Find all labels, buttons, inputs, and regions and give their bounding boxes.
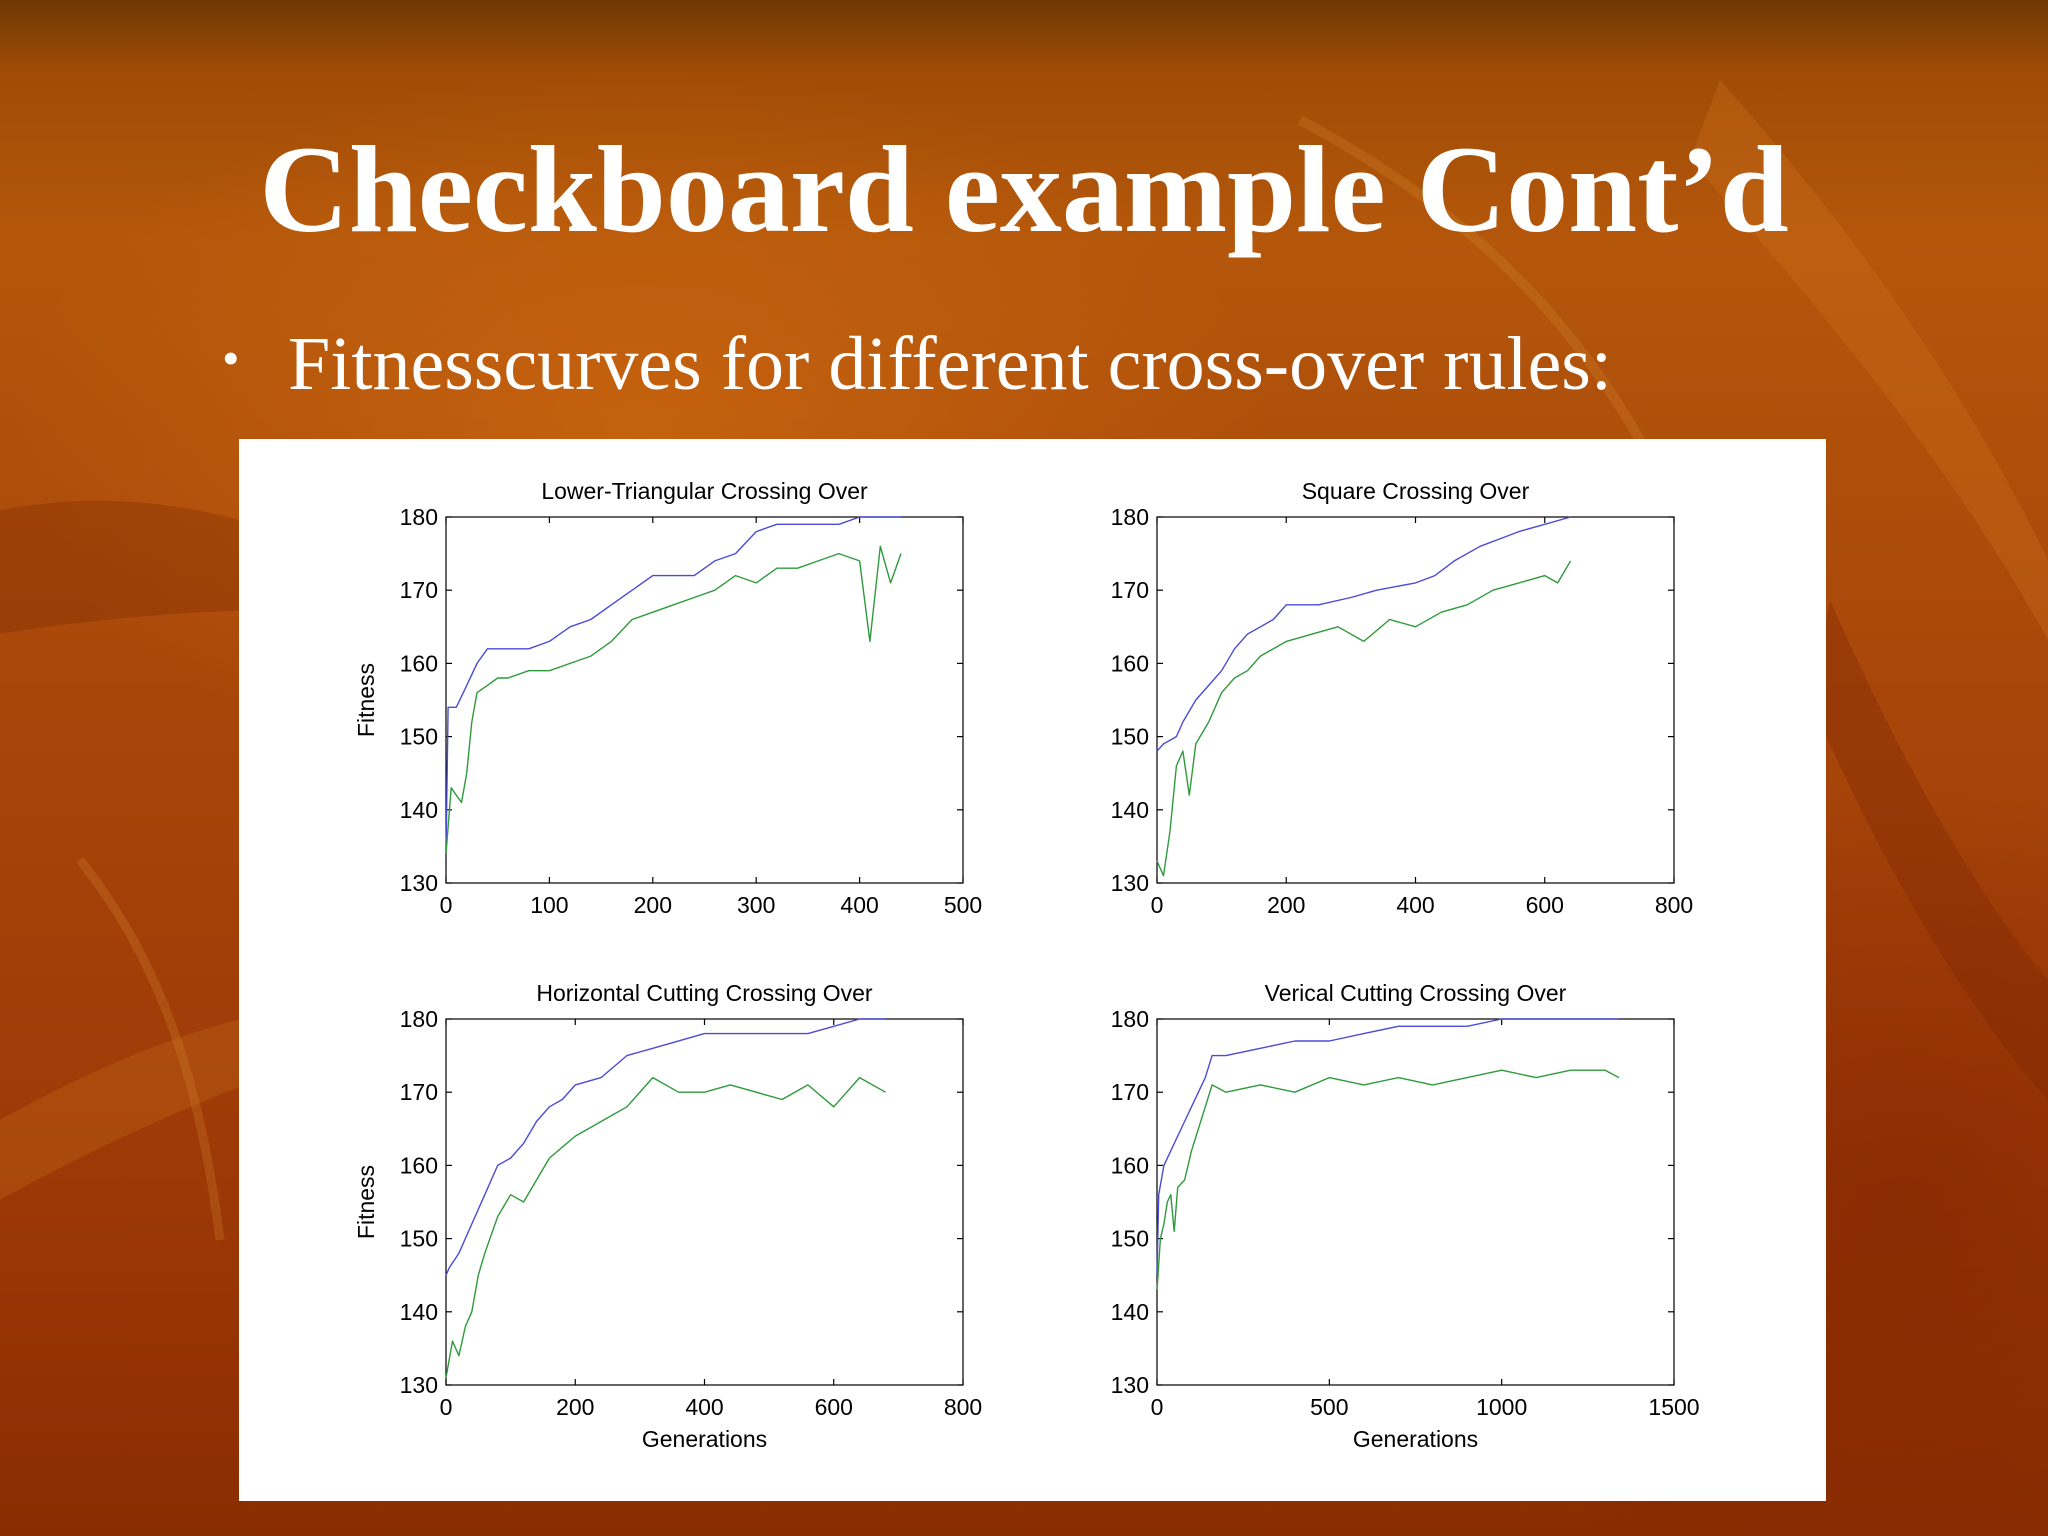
y-tick-label: 180	[400, 1006, 438, 1032]
mean-fitness-line	[1156, 1069, 1620, 1290]
y-tick-label: 150	[400, 724, 438, 750]
axes-frame	[1156, 516, 1675, 884]
max-fitness-line	[445, 516, 901, 854]
y-tick-label: 170	[1111, 577, 1149, 603]
y-tick-label: 170	[400, 1079, 438, 1105]
subplot-title: Verical Cutting Crossing Over	[1265, 980, 1567, 1006]
y-axis-label: Fitness	[353, 663, 379, 737]
subplot-title: Square Crossing Over	[1302, 478, 1530, 504]
x-tick-label: 200	[556, 1394, 594, 1420]
mean-fitness-line	[445, 1076, 886, 1378]
y-tick-label: 180	[400, 504, 438, 530]
y-tick-label: 160	[1111, 650, 1149, 676]
y-tick-label: 150	[400, 1226, 438, 1252]
x-tick-label: 800	[944, 1394, 982, 1420]
y-tick-label: 160	[400, 1152, 438, 1178]
max-fitness-line	[1156, 516, 1571, 752]
y-tick-label: 160	[1111, 1152, 1149, 1178]
x-tick-label: 1500	[1648, 1394, 1699, 1420]
x-tick-label: 600	[815, 1394, 853, 1420]
x-tick-label: 100	[530, 892, 568, 918]
max-fitness-line	[445, 1018, 886, 1276]
x-tick-label: 800	[1655, 892, 1693, 918]
x-tick-label: 600	[1526, 892, 1564, 918]
x-tick-label: 200	[634, 892, 672, 918]
x-tick-label: 500	[1310, 1394, 1348, 1420]
y-tick-label: 130	[1111, 1372, 1149, 1398]
x-tick-label: 400	[685, 1394, 723, 1420]
y-tick-label: 140	[1111, 1299, 1149, 1325]
subplot-2: 130 140 150 160 170 180 0 200 400 600 800 Square Cr…	[1111, 478, 1694, 918]
axes-frame	[445, 516, 964, 884]
x-tick-label: 300	[737, 892, 775, 918]
fitness-curves-figure: 130 140 150 160 170 180 0 100 200 300 400 500 Lower-…	[353, 478, 1700, 1452]
slide-title: Checkboard example Cont’d	[259, 121, 1789, 258]
y-tick-label: 180	[1111, 1006, 1149, 1032]
x-tick-label: 500	[944, 892, 982, 918]
y-tick-label: 130	[1111, 870, 1149, 896]
subplot-4: 130 140 150 160 170 180 0 500 1000 1500 Verical Cu…	[1111, 980, 1700, 1452]
chart-figure-panel: 130 140 150 160 170 180 0 100 200 300 400 500 Lower-…	[239, 439, 1826, 1501]
x-tick-label: 1000	[1476, 1394, 1527, 1420]
y-tick-label: 140	[400, 1299, 438, 1325]
subplot-title: Lower-Triangular Crossing Over	[541, 478, 868, 504]
y-axis-label: Fitness	[353, 1165, 379, 1239]
y-tick-label: 130	[400, 870, 438, 896]
axes-frame	[1156, 1018, 1675, 1386]
x-tick-label: 400	[1396, 892, 1434, 918]
y-tick-label: 150	[1111, 724, 1149, 750]
y-tick-label: 140	[400, 797, 438, 823]
bullet-text: Fitnesscurves for different cross-over r…	[288, 322, 1612, 406]
y-tick-label: 150	[1111, 1226, 1149, 1252]
x-axis-label: Generations	[642, 1426, 767, 1452]
y-tick-label: 170	[400, 577, 438, 603]
x-tick-label: 0	[1151, 892, 1164, 918]
y-tick-label: 130	[400, 1372, 438, 1398]
x-axis-label: Generations	[1353, 1426, 1478, 1452]
subplot-title: Horizontal Cutting Crossing Over	[536, 980, 873, 1006]
mean-fitness-line	[445, 545, 902, 854]
max-fitness-line	[1156, 1018, 1619, 1276]
subplot-1: 130 140 150 160 170 180 0 100 200 300 400 500 Lower-…	[353, 478, 982, 918]
x-tick-label: 0	[440, 892, 453, 918]
bullet-item: • Fitnesscurves for different cross-over …	[222, 326, 1612, 402]
mean-fitness-line	[1156, 560, 1572, 877]
y-tick-label: 140	[1111, 797, 1149, 823]
subplot-3: 130 140 150 160 170 180 0 200 400 600 800 Horizonta…	[353, 980, 982, 1452]
y-tick-label: 160	[400, 650, 438, 676]
y-tick-label: 170	[1111, 1079, 1149, 1105]
bullet-marker: •	[222, 330, 240, 386]
x-tick-label: 0	[440, 1394, 453, 1420]
x-tick-label: 0	[1151, 1394, 1164, 1420]
x-tick-label: 200	[1267, 892, 1305, 918]
y-tick-label: 180	[1111, 504, 1149, 530]
x-tick-label: 400	[840, 892, 878, 918]
